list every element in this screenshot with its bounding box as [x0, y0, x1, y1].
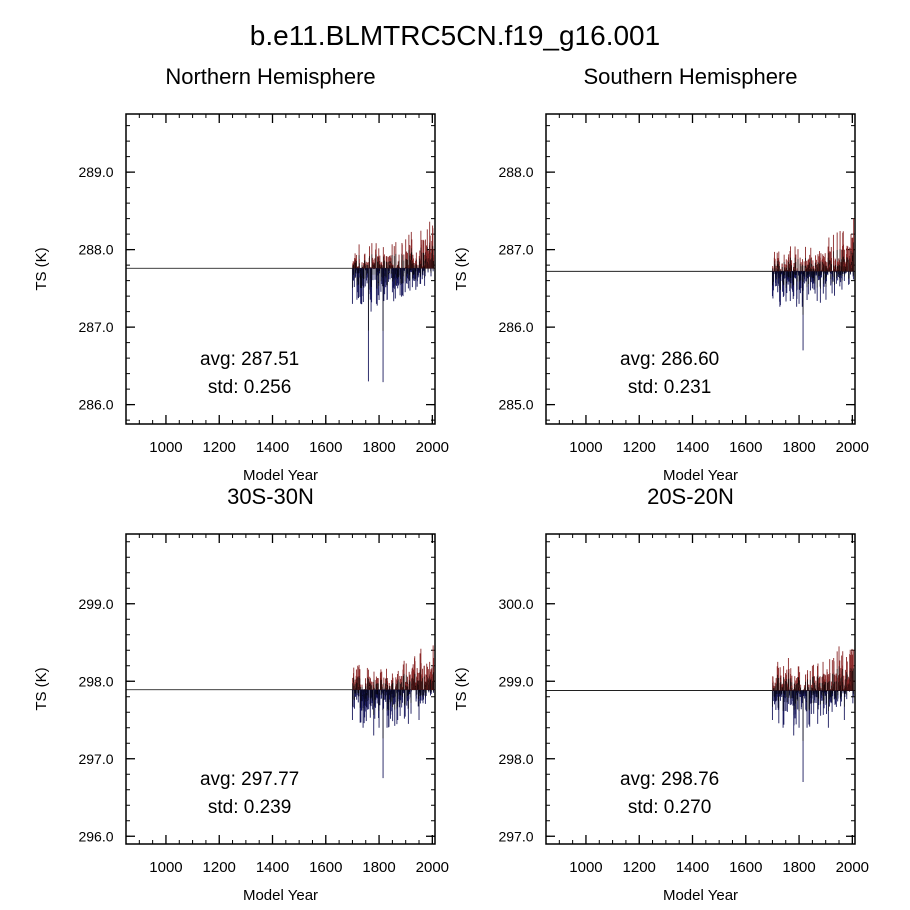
plot-frame: [125, 113, 436, 425]
panel-title: Northern Hemisphere: [165, 64, 375, 89]
y-tick-label: 297.0: [78, 751, 113, 767]
anomaly-bars: [771, 646, 855, 782]
x-tick-label: 2000: [836, 439, 869, 456]
stats-avg: avg: 286.60: [620, 349, 719, 370]
stats-std: std: 0.231: [628, 377, 711, 398]
x-axis-label: Model Year: [663, 467, 738, 484]
x-tick-label: 1800: [782, 439, 815, 456]
y-tick-label: 297.0: [498, 828, 533, 844]
anomaly-bars: [351, 645, 435, 779]
y-tick-label: 289.0: [78, 164, 113, 180]
panel-title: Southern Hemisphere: [583, 64, 797, 89]
x-tick-label: 1200: [623, 859, 656, 876]
stats-std: std: 0.270: [628, 797, 711, 818]
y-tick-label: 288.0: [78, 242, 113, 258]
x-tick-label: 1600: [309, 859, 342, 876]
x-tick-label: 1400: [676, 859, 709, 876]
x-tick-label: 1800: [362, 859, 395, 876]
plot-frame: [545, 533, 856, 845]
anomaly-bars: [771, 218, 855, 351]
y-tick-label: 300.0: [498, 596, 533, 612]
y-axis-label: TS (K): [453, 667, 470, 710]
y-axis-label: TS (K): [33, 247, 50, 290]
x-tick-label: 2000: [416, 439, 449, 456]
y-tick-label: 296.0: [78, 828, 113, 844]
y-tick-label: 288.0: [498, 164, 533, 180]
chart-panel-3: 30S-30N 296.0 297.0 298.0 299.0 1000 1200 1400 1…: [33, 484, 449, 904]
x-tick-label: 1000: [569, 439, 602, 456]
y-tick-label: 286.0: [78, 397, 113, 413]
y-tick-label: 287.0: [498, 242, 533, 258]
x-tick-label: 1600: [309, 439, 342, 456]
stats-avg: avg: 298.76: [620, 769, 719, 790]
x-axis-label: Model Year: [663, 887, 738, 904]
y-tick-label: 287.0: [78, 319, 113, 335]
stats-std: std: 0.256: [208, 377, 291, 398]
x-tick-label: 1000: [149, 439, 182, 456]
y-tick-label: 299.0: [498, 673, 533, 689]
x-tick-label: 2000: [836, 859, 869, 876]
x-tick-label: 2000: [416, 859, 449, 876]
y-axis-label: TS (K): [33, 667, 50, 710]
stats-avg: avg: 297.77: [200, 769, 299, 790]
x-axis-label: Model Year: [243, 467, 318, 484]
y-tick-label: 285.0: [498, 397, 533, 413]
y-tick-label: 298.0: [498, 751, 533, 767]
anomaly-bars: [351, 221, 435, 383]
x-tick-label: 1200: [203, 859, 236, 876]
stats-std: std: 0.239: [208, 797, 291, 818]
x-tick-label: 1400: [676, 439, 709, 456]
x-tick-label: 1000: [149, 859, 182, 876]
x-tick-label: 1200: [623, 439, 656, 456]
x-tick-label: 1800: [782, 859, 815, 876]
y-tick-label: 286.0: [498, 319, 533, 335]
x-tick-label: 1200: [203, 439, 236, 456]
x-tick-label: 1400: [256, 859, 289, 876]
x-tick-label: 1600: [729, 439, 762, 456]
panel-title: 20S-20N: [647, 484, 734, 509]
chart-panel-1: Northern Hemisphere 286.0 287.0 288.0 289.0 1…: [33, 64, 449, 484]
x-tick-label: 1600: [729, 859, 762, 876]
panel-title: 30S-30N: [227, 484, 314, 509]
plot-frame: [125, 533, 436, 845]
chart-panel-2: Southern Hemisphere 285.0 286.0 287.0 288.0 1…: [453, 64, 869, 484]
y-tick-label: 299.0: [78, 596, 113, 612]
figure-title: b.e11.BLMTRC5CN.f19_g16.001: [249, 20, 661, 51]
x-tick-label: 1000: [569, 859, 602, 876]
plot-frame: [545, 113, 856, 425]
y-axis-label: TS (K): [453, 247, 470, 290]
x-tick-label: 1800: [362, 439, 395, 456]
y-tick-label: 298.0: [78, 673, 113, 689]
x-axis-label: Model Year: [243, 887, 318, 904]
x-tick-label: 1400: [256, 439, 289, 456]
stats-avg: avg: 287.51: [200, 349, 299, 370]
chart-panel-4: 20S-20N 297.0 298.0 299.0 300.0 1000 1200 1400 1…: [453, 484, 869, 904]
